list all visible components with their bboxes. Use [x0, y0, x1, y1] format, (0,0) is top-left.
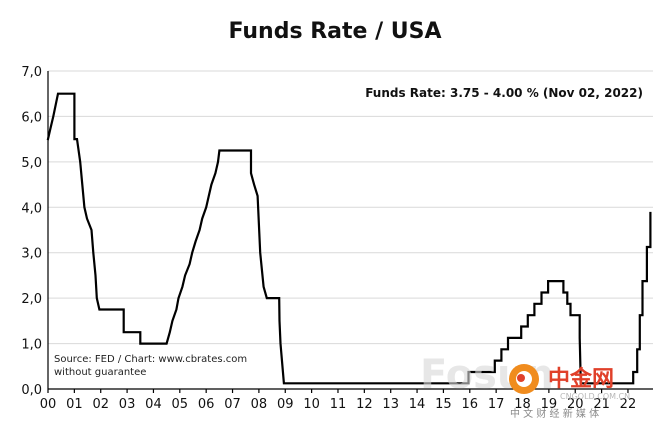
x-axis-ticks: 00 01 02 03 04 05 06 07 08 09 10 11 12 13 14 15 16 17 18 19… [40, 389, 637, 412]
x-tick-label: 12 [356, 397, 373, 412]
x-tick-label: 08 [251, 397, 268, 412]
watermark-logo-dot-icon [517, 374, 525, 382]
source-line-2: without guarantee [54, 367, 146, 378]
x-tick-label: 20 [567, 397, 584, 412]
x-tick-label: 15 [435, 397, 452, 412]
chart-title: Funds Rate / USA [228, 19, 441, 44]
y-tick-label: 5,0 [21, 156, 42, 171]
gridlines [48, 70, 653, 345]
y-tick-label: 2,0 [21, 292, 42, 307]
x-tick-label: 07 [224, 397, 241, 412]
y-tick-label: 1,0 [21, 338, 42, 353]
y-tick-label: 7,0 [21, 65, 42, 80]
x-tick-label: 05 [172, 397, 189, 412]
y-axis-ticks: 0,0 1,0 2,0 3,0 4,0 5,0 6,0 7,0 [21, 65, 42, 398]
x-tick-label: 14 [409, 397, 426, 412]
x-tick-label: 11 [330, 397, 347, 412]
funds-rate-series-line [46, 92, 652, 385]
x-tick-label: 19 [541, 397, 558, 412]
x-tick-label: 03 [119, 397, 136, 412]
x-tick-label: 10 [303, 397, 320, 412]
y-tick-label: 3,0 [21, 247, 42, 262]
x-tick-label: 02 [92, 397, 109, 412]
x-tick-label: 06 [198, 397, 215, 412]
watermark-domain: CNGOLD.COM.CN [560, 392, 630, 401]
rate-annotation: Funds Rate: 3.75 - 4.00 % (Nov 02, 2022) [365, 86, 643, 100]
source-line-1: Source: FED / Chart: www.cbrates.com [54, 354, 247, 365]
x-tick-label: 00 [40, 397, 57, 412]
watermark-tagline: 中 文 财 经 新 媒 体 [510, 407, 599, 420]
y-tick-label: 4,0 [21, 201, 42, 216]
x-tick-label: 09 [277, 397, 294, 412]
y-tick-label: 6,0 [21, 110, 42, 125]
x-tick-label: 04 [145, 397, 162, 412]
x-tick-label: 01 [66, 397, 83, 412]
y-tick-label: 0,0 [21, 383, 42, 398]
x-tick-label: 22 [620, 397, 637, 412]
x-tick-label: 17 [488, 397, 505, 412]
watermark-brand: 中金网 [548, 366, 614, 392]
x-tick-label: 13 [382, 397, 399, 412]
x-tick-label: 21 [593, 397, 610, 412]
watermark: Fosun 中金网 CNGOLD.COM.CN 中 文 财 经 新 媒 体 [420, 352, 630, 420]
x-tick-label: 16 [462, 397, 479, 412]
x-tick-label: 18 [514, 397, 531, 412]
